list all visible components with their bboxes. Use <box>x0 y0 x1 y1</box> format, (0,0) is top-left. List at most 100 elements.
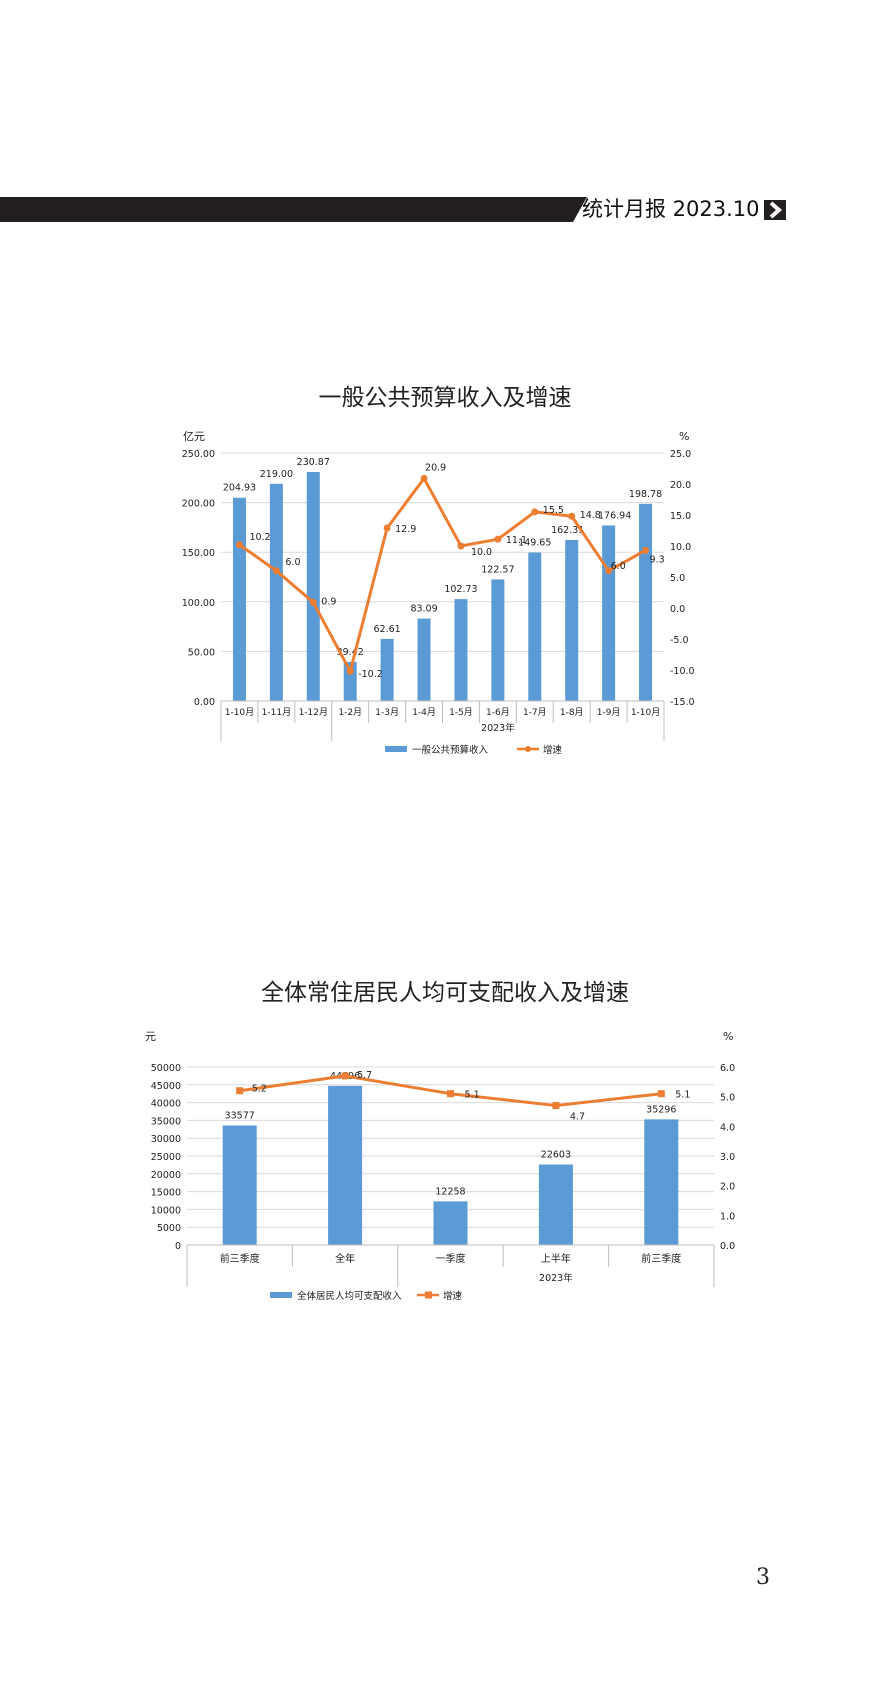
growth-data-label: 5.1 <box>465 1090 480 1101</box>
growth-point <box>642 546 650 554</box>
category-label: 1-2月 <box>338 707 362 718</box>
bar-data-label: 204.93 <box>223 483 256 494</box>
growth-data-label: 6.0 <box>611 561 626 572</box>
growth-point <box>568 512 576 520</box>
category-label: 1-12月 <box>299 707 328 718</box>
legend-line-marker <box>525 746 531 752</box>
bar-data-label: 83.09 <box>410 604 437 615</box>
bar-data-label: 149.65 <box>518 538 551 549</box>
page-number: 3 <box>756 1565 770 1590</box>
category-label: 1-7月 <box>523 707 547 718</box>
left-tick-label: 0.00 <box>194 697 215 708</box>
bar <box>454 599 468 701</box>
left-tick-label: 35000 <box>151 1116 181 1127</box>
bar <box>528 552 542 701</box>
left-tick-label: 10000 <box>151 1205 181 1216</box>
category-label: 前三季度 <box>220 1252 260 1265</box>
bar <box>306 471 320 701</box>
left-axis-unit: 元 <box>145 1030 156 1043</box>
right-tick-label: -5.0 <box>670 635 689 646</box>
category-group-label: 2023年 <box>481 722 515 734</box>
bar-data-label: 33577 <box>225 1110 255 1121</box>
legend-bar-swatch <box>385 746 407 752</box>
right-tick-label: 15.0 <box>670 511 691 522</box>
bar <box>491 579 505 701</box>
left-tick-label: 100.00 <box>182 598 215 609</box>
growth-point <box>272 567 280 575</box>
bar-data-label: 35296 <box>646 1104 676 1115</box>
bar <box>644 1119 679 1245</box>
right-tick-label: 20.0 <box>670 480 691 491</box>
left-tick-label: 20000 <box>151 1170 181 1181</box>
category-label: 1-6月 <box>486 707 510 718</box>
bar-data-label: 162.31 <box>551 525 584 536</box>
category-label: 1-10月 <box>631 707 660 718</box>
growth-data-label: 4.7 <box>570 1112 585 1123</box>
growth-data-label: 0.9 <box>321 596 336 607</box>
left-tick-label: 45000 <box>151 1081 181 1092</box>
bar <box>417 618 431 701</box>
bar-data-label: 176.94 <box>598 510 631 521</box>
category-label: 1-10月 <box>225 707 254 718</box>
growth-point <box>341 1072 349 1080</box>
legend-line-label: 增速 <box>543 744 563 756</box>
growth-point <box>552 1102 560 1110</box>
bar-data-label: 198.78 <box>629 489 662 500</box>
category-label: 前三季度 <box>641 1252 681 1265</box>
left-tick-label: 200.00 <box>182 499 215 510</box>
legend-bar-swatch <box>270 1292 292 1298</box>
growth-data-label: 6.0 <box>285 557 300 568</box>
growth-data-label: 10.0 <box>471 547 492 558</box>
growth-point <box>309 598 317 606</box>
right-tick-label: -10.0 <box>670 666 695 677</box>
growth-point <box>494 535 502 543</box>
left-tick-label: 50.00 <box>188 647 215 658</box>
left-tick-label: 0 <box>175 1241 181 1252</box>
right-tick-label: 1.0 <box>720 1211 735 1222</box>
bar-data-label: 102.73 <box>444 584 477 595</box>
chart1-title: 一般公共预算收入及增速 <box>318 385 572 411</box>
left-tick-label: 150.00 <box>182 548 215 559</box>
growth-line <box>238 476 647 673</box>
legend-bar-label: 一般公共预算收入 <box>412 744 489 756</box>
growth-point <box>346 667 354 675</box>
bar <box>328 1085 363 1245</box>
growth-data-label: 5.2 <box>252 1084 267 1095</box>
bar-data-label: 62.61 <box>374 624 401 635</box>
left-tick-label: 25000 <box>151 1152 181 1163</box>
right-tick-label: 0.0 <box>670 604 685 615</box>
right-tick-label: 5.0 <box>720 1093 735 1104</box>
legend-line-marker <box>425 1291 432 1299</box>
growth-point <box>605 567 613 575</box>
chart2-title: 全体常住居民人均可支配收入及增速 <box>261 980 629 1006</box>
growth-data-label: 15.5 <box>543 505 564 516</box>
category-label: 1-5月 <box>449 707 473 718</box>
publication-title: 统计月报 2023.10 <box>582 197 760 221</box>
left-tick-label: 15000 <box>151 1188 181 1199</box>
growth-point <box>531 508 539 516</box>
bar <box>222 1125 257 1245</box>
bar-data-label: 219.00 <box>260 469 293 480</box>
growth-data-label: 10.2 <box>249 532 270 543</box>
growth-data-label: -10.2 <box>358 669 383 680</box>
growth-data-label: 20.9 <box>425 462 446 473</box>
bar-data-label: 12258 <box>435 1186 465 1197</box>
right-axis-unit: % <box>679 430 689 443</box>
right-tick-label: 0.0 <box>720 1241 735 1252</box>
bar <box>433 1201 468 1245</box>
right-tick-label: 25.0 <box>670 449 691 460</box>
growth-data-label: 9.3 <box>650 554 665 565</box>
category-label: 1-11月 <box>262 707 291 718</box>
header-tab <box>573 197 788 222</box>
growth-data-label: 14.8 <box>580 510 601 521</box>
category-label: 全年 <box>335 1252 355 1265</box>
bar <box>565 539 579 701</box>
growth-point <box>420 474 428 482</box>
category-label: 1-8月 <box>560 707 584 718</box>
left-tick-label: 40000 <box>151 1099 181 1110</box>
growth-data-label: 5.1 <box>675 1090 690 1101</box>
right-tick-label: 5.0 <box>670 573 685 584</box>
category-label: 上半年 <box>541 1252 571 1265</box>
